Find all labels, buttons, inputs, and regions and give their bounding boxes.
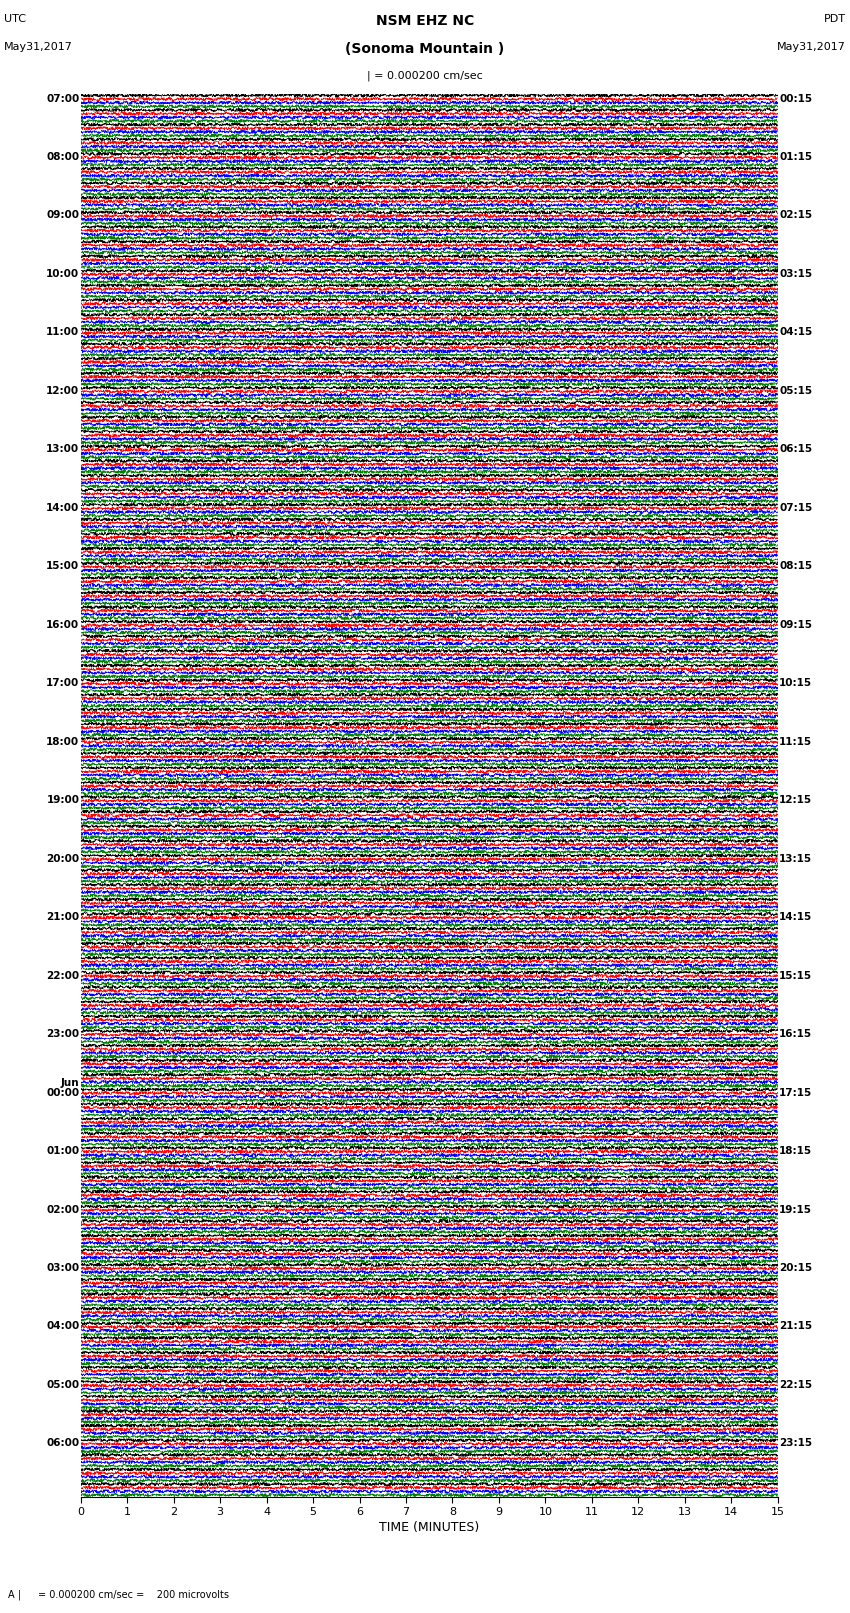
Text: 00:00: 00:00: [46, 1087, 79, 1097]
Text: 16:15: 16:15: [779, 1029, 813, 1039]
Text: 04:15: 04:15: [779, 327, 813, 337]
Text: Jun: Jun: [60, 1077, 79, 1087]
Text: 11:15: 11:15: [779, 737, 813, 747]
Text: 14:15: 14:15: [779, 913, 813, 923]
Text: 01:15: 01:15: [779, 152, 813, 161]
Text: 07:00: 07:00: [46, 94, 79, 103]
Text: NSM EHZ NC: NSM EHZ NC: [376, 15, 474, 27]
Text: 02:00: 02:00: [46, 1205, 79, 1215]
Text: 15:15: 15:15: [779, 971, 813, 981]
Text: = 0.000200 cm/sec =    200 microvolts: = 0.000200 cm/sec = 200 microvolts: [38, 1590, 230, 1600]
X-axis label: TIME (MINUTES): TIME (MINUTES): [379, 1521, 479, 1534]
Text: 12:15: 12:15: [779, 795, 813, 805]
Text: 08:00: 08:00: [46, 152, 79, 161]
Text: 19:00: 19:00: [47, 795, 79, 805]
Text: 04:00: 04:00: [46, 1321, 79, 1331]
Text: 13:00: 13:00: [46, 444, 79, 455]
Text: UTC: UTC: [4, 15, 26, 24]
Text: 21:00: 21:00: [46, 913, 79, 923]
Text: (Sonoma Mountain ): (Sonoma Mountain ): [345, 42, 505, 56]
Text: A |: A |: [8, 1589, 21, 1600]
Text: 13:15: 13:15: [779, 853, 813, 863]
Text: 20:15: 20:15: [779, 1263, 813, 1273]
Text: 22:15: 22:15: [779, 1381, 813, 1390]
Text: 21:15: 21:15: [779, 1321, 813, 1331]
Text: 20:00: 20:00: [46, 853, 79, 863]
Text: 10:00: 10:00: [46, 269, 79, 279]
Text: 14:00: 14:00: [46, 503, 79, 513]
Text: 01:00: 01:00: [46, 1145, 79, 1157]
Text: 18:15: 18:15: [779, 1145, 813, 1157]
Text: May31,2017: May31,2017: [4, 42, 73, 52]
Text: | = 0.000200 cm/sec: | = 0.000200 cm/sec: [367, 71, 483, 81]
Text: 22:00: 22:00: [46, 971, 79, 981]
Text: 12:00: 12:00: [46, 386, 79, 395]
Text: 05:15: 05:15: [779, 386, 813, 395]
Text: 16:00: 16:00: [46, 619, 79, 629]
Text: 15:00: 15:00: [46, 561, 79, 571]
Text: 23:15: 23:15: [779, 1439, 813, 1448]
Text: 08:15: 08:15: [779, 561, 813, 571]
Text: 06:00: 06:00: [46, 1439, 79, 1448]
Text: 03:00: 03:00: [46, 1263, 79, 1273]
Text: 09:00: 09:00: [47, 211, 79, 221]
Text: 23:00: 23:00: [46, 1029, 79, 1039]
Text: 18:00: 18:00: [46, 737, 79, 747]
Text: 02:15: 02:15: [779, 211, 813, 221]
Text: 09:15: 09:15: [779, 619, 812, 629]
Text: 17:15: 17:15: [779, 1087, 813, 1097]
Text: 06:15: 06:15: [779, 444, 813, 455]
Text: May31,2017: May31,2017: [777, 42, 846, 52]
Text: 03:15: 03:15: [779, 269, 813, 279]
Text: 11:00: 11:00: [46, 327, 79, 337]
Text: 19:15: 19:15: [779, 1205, 812, 1215]
Text: 17:00: 17:00: [46, 679, 79, 689]
Text: 05:00: 05:00: [46, 1381, 79, 1390]
Text: 10:15: 10:15: [779, 679, 813, 689]
Text: 00:15: 00:15: [779, 94, 813, 103]
Text: 07:15: 07:15: [779, 503, 813, 513]
Text: PDT: PDT: [824, 15, 846, 24]
